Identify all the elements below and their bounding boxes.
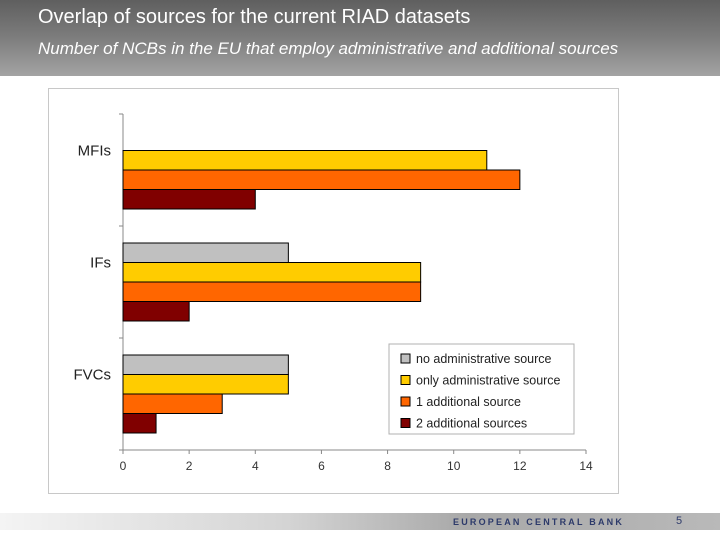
legend-label-only-administrative-source: only administrative source: [416, 374, 561, 388]
bar-ifs-only-administrative-source: [122, 262, 422, 283]
legend-swatch-1-additional-source: [400, 396, 411, 407]
legend-box: [388, 343, 575, 435]
footer-band: [0, 513, 720, 530]
bar-mfis-1-additional-source: [122, 169, 521, 190]
legend-label-2-additional-sources: 2 additional sources: [416, 417, 527, 431]
x-tick-label: 2: [186, 459, 193, 473]
x-tick-label: 14: [579, 459, 593, 473]
x-tick-label: 6: [318, 459, 325, 473]
bar-ifs-2-additional-sources: [122, 301, 190, 322]
ecb-logo-text: EUROPEAN CENTRAL BANK: [453, 517, 625, 527]
legend-swatch-2-additional-sources: [400, 418, 411, 428]
bar-fvcs-1-additional-source: [122, 393, 223, 414]
x-tick-label: 0: [120, 459, 127, 473]
legend-swatch-no-administrative-source: [400, 353, 411, 364]
category-label-fvcs: FVCs: [74, 367, 112, 384]
x-tick-label: 8: [384, 459, 391, 473]
bar-chart: 0 2 4 6 8 10 12 14 MFIs IFs FVCs no administrative …: [74, 113, 593, 473]
bar-ifs-1-additional-source: [122, 281, 422, 302]
page-number: 5: [676, 515, 683, 527]
bar-fvcs-no-administrative-source: [122, 354, 289, 375]
slide-subtitle: Number of NCBs in the EU that employ adm…: [38, 39, 619, 58]
x-tick-label: 10: [447, 459, 461, 473]
slide-header: Overlap of sources for the current RIAD …: [0, 0, 720, 76]
legend-label-1-additional-source: 1 additional source: [416, 395, 521, 409]
category-label-mfis: MFIs: [78, 143, 111, 160]
bar-fvcs-only-administrative-source: [122, 374, 289, 395]
x-tick-label: 12: [513, 459, 527, 473]
legend-label-no-administrative-source: no administrative source: [416, 352, 552, 366]
legend-swatch-only-administrative-source: [400, 375, 411, 385]
bar-mfis-2-additional-sources: [122, 189, 256, 210]
bar-ifs-no-administrative-source: [122, 242, 289, 263]
category-label-ifs: IFs: [90, 255, 111, 272]
slide-title: Overlap of sources for the current RIAD …: [38, 6, 471, 28]
chart-frame: 0 2 4 6 8 10 12 14 MFIs IFs FVCs no administrative …: [48, 88, 619, 494]
bar-mfis-only-administrative-source: [122, 150, 488, 171]
bar-fvcs-2-additional-sources: [122, 413, 157, 434]
x-tick-label: 4: [252, 459, 259, 473]
